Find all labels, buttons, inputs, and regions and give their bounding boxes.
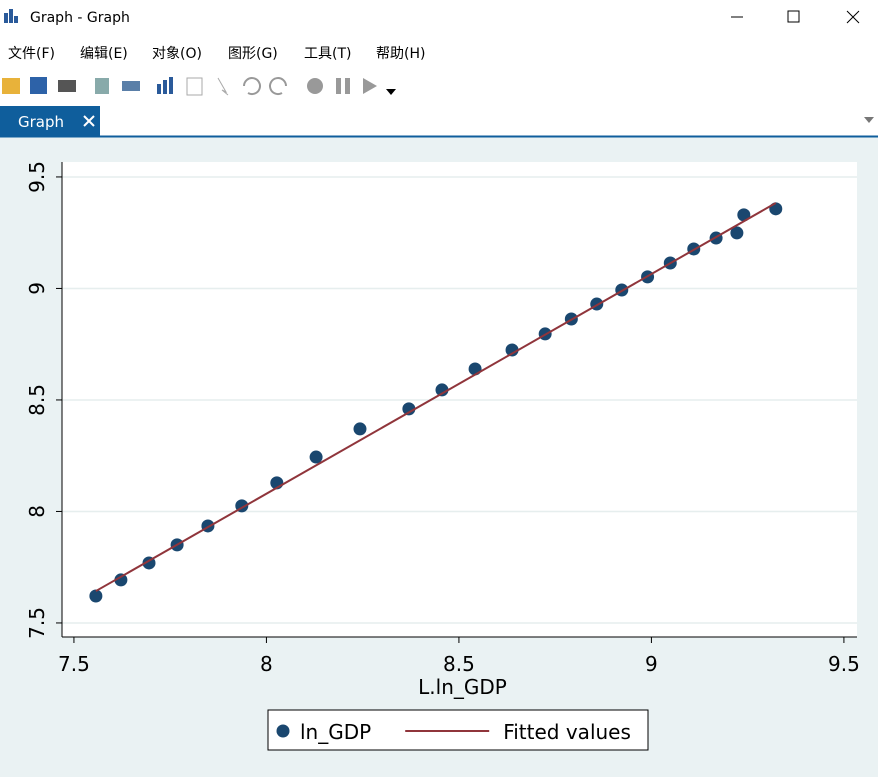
undo-icon[interactable] [243,77,261,96]
pause-icon[interactable] [336,78,350,94]
pointer-icon[interactable] [217,77,229,96]
scatter-point [89,589,103,603]
scatter-point [769,202,783,216]
menu-bar: 文件(F) 编辑(E) 对象(O) 图形(G) 工具(T) 帮助(H) [8,46,425,62]
open-icon[interactable] [2,78,20,94]
tab[interactable] [0,106,100,136]
menu-item[interactable]: 图形(G) [228,46,278,62]
y-tick-label: 7.5 [25,607,49,639]
print-icon[interactable] [58,80,76,92]
menu-item[interactable]: 编辑(E) [80,46,128,62]
legend-label: Fitted values [503,720,631,744]
y-tick-label: 8 [25,505,49,518]
menu-item[interactable]: 帮助(H) [376,46,425,62]
scatter-point [114,573,128,587]
chart: 7.5 8 8.5 9 9.5 7.5 8 8.5 9 9.5 L.ln_GDP ln_GDP Fitt… [25,161,860,751]
y-tick-label: 9.5 [25,161,49,193]
window-title: Graph - Graph [30,10,130,26]
x-tick-label: 8.5 [443,652,475,676]
graph-editor-icon[interactable] [157,77,173,94]
toolbar [2,77,396,96]
scatter-point [309,450,323,464]
menu-item[interactable]: 对象(O) [152,46,202,62]
save-icon[interactable] [30,77,47,94]
app-icon [4,9,18,23]
dropdown-icon[interactable] [386,89,396,95]
y-tick-label: 8.5 [25,384,49,416]
copy-icon[interactable] [95,78,109,94]
scatter-point [505,343,519,357]
y-tick-label: 9 [25,282,49,295]
x-tick-label: 7.5 [58,652,90,676]
x-axis-title: L.ln_GDP [418,675,507,699]
scatter-point [730,226,744,240]
scatter-point [435,383,449,397]
record-icon[interactable] [307,78,323,94]
legend-marker [276,724,290,738]
scatter-point [402,402,416,416]
x-tick-label: 9.5 [828,652,860,676]
maximize-button[interactable] [787,10,800,23]
fit-line [95,202,777,592]
close-button[interactable] [846,10,860,24]
tab-label[interactable]: Graph [18,113,64,131]
rename-icon[interactable] [122,81,140,91]
x-tick-label: 8 [260,652,273,676]
tab-close[interactable] [83,115,95,127]
scatter-point [737,208,751,222]
menu-item[interactable]: 工具(T) [304,46,351,62]
tab-dropdown[interactable] [864,117,874,123]
menu-item[interactable]: 文件(F) [8,46,55,62]
properties-icon[interactable] [186,77,203,96]
chrome [0,0,878,137]
legend-label: ln_GDP [300,720,371,744]
scatter-point [353,422,367,436]
x-tick-label: 9 [645,652,658,676]
play-icon[interactable] [363,78,377,94]
redo-icon[interactable] [269,77,287,96]
